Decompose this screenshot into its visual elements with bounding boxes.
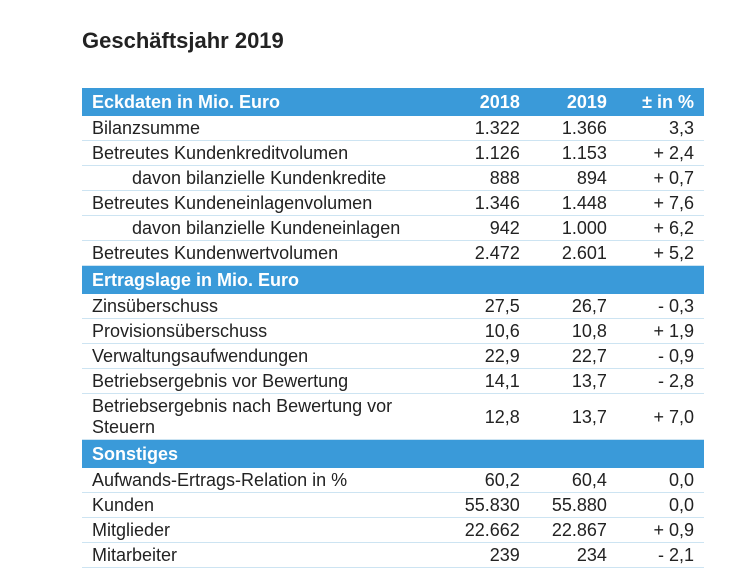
cell-2019: 2.601 bbox=[530, 241, 617, 266]
cell-2019: 1.448 bbox=[530, 191, 617, 216]
cell-pct: + 2,4 bbox=[617, 141, 704, 166]
header-2018: 2018 bbox=[443, 88, 530, 116]
cell-2018: 239 bbox=[443, 543, 530, 568]
cell-2018: 1.322 bbox=[443, 116, 530, 141]
table-row: Kunden 55.830 55.880 0,0 bbox=[82, 493, 704, 518]
cell-pct: - 2,1 bbox=[617, 543, 704, 568]
table-row: Betreutes Kundenwertvolumen 2.472 2.601 … bbox=[82, 241, 704, 266]
cell-pct: + 7,6 bbox=[617, 191, 704, 216]
cell-2019: 55.880 bbox=[530, 493, 617, 518]
cell-2019: 10,8 bbox=[530, 319, 617, 344]
cell-2019: 894 bbox=[530, 166, 617, 191]
cell-label: Betriebsergebnis nach Bewertung vor Steu… bbox=[82, 394, 443, 440]
cell-pct: - 2,8 bbox=[617, 369, 704, 394]
cell-2019: 13,7 bbox=[530, 369, 617, 394]
header-label: Ertragslage in Mio. Euro bbox=[82, 266, 704, 295]
table-row: Zinsüberschuss 27,5 26,7 - 0,3 bbox=[82, 294, 704, 319]
cell-2018: 22,9 bbox=[443, 344, 530, 369]
section-header-ertragslage: Ertragslage in Mio. Euro bbox=[82, 266, 704, 295]
financial-table: Eckdaten in Mio. Euro 2018 2019 ± in % B… bbox=[82, 88, 704, 568]
cell-label: Zinsüberschuss bbox=[82, 294, 443, 319]
section-header-sonstiges: Sonstiges bbox=[82, 440, 704, 469]
cell-2019: 26,7 bbox=[530, 294, 617, 319]
cell-2018: 60,2 bbox=[443, 468, 530, 493]
cell-label: Betriebsergebnis vor Bewertung bbox=[82, 369, 443, 394]
table-row: Verwaltungsaufwendungen 22,9 22,7 - 0,9 bbox=[82, 344, 704, 369]
cell-label: Betreutes Kundeneinlagenvolumen bbox=[82, 191, 443, 216]
cell-2018: 888 bbox=[443, 166, 530, 191]
cell-2018: 2.472 bbox=[443, 241, 530, 266]
cell-2019: 22,7 bbox=[530, 344, 617, 369]
cell-pct: + 5,2 bbox=[617, 241, 704, 266]
cell-2018: 27,5 bbox=[443, 294, 530, 319]
cell-label: Betreutes Kundenwertvolumen bbox=[82, 241, 443, 266]
cell-2018: 22.662 bbox=[443, 518, 530, 543]
table-row: Mitarbeiter 239 234 - 2,1 bbox=[82, 543, 704, 568]
cell-label: Aufwands-Ertrags-Relation in % bbox=[82, 468, 443, 493]
cell-label: Bilanzsumme bbox=[82, 116, 443, 141]
cell-pct: + 0,9 bbox=[617, 518, 704, 543]
cell-2018: 1.126 bbox=[443, 141, 530, 166]
table-row: Betreutes Kundeneinlagenvolumen 1.346 1.… bbox=[82, 191, 704, 216]
cell-pct: - 0,3 bbox=[617, 294, 704, 319]
cell-label: Verwaltungsaufwendungen bbox=[82, 344, 443, 369]
cell-2018: 942 bbox=[443, 216, 530, 241]
cell-label: Kunden bbox=[82, 493, 443, 518]
cell-pct: + 0,7 bbox=[617, 166, 704, 191]
table-row: Bilanzsumme 1.322 1.366 3,3 bbox=[82, 116, 704, 141]
header-label: Sonstiges bbox=[82, 440, 704, 469]
cell-label: Betreutes Kundenkreditvolumen bbox=[82, 141, 443, 166]
table-row: Betriebsergebnis vor Bewertung 14,1 13,7… bbox=[82, 369, 704, 394]
cell-2019: 22.867 bbox=[530, 518, 617, 543]
header-label: Eckdaten in Mio. Euro bbox=[82, 88, 443, 116]
cell-pct: 0,0 bbox=[617, 468, 704, 493]
cell-2019: 1.000 bbox=[530, 216, 617, 241]
cell-2019: 13,7 bbox=[530, 394, 617, 440]
cell-pct: + 1,9 bbox=[617, 319, 704, 344]
cell-label: davon bilanzielle Kundenkredite bbox=[82, 166, 443, 191]
table-row: Aufwands-Ertrags-Relation in % 60,2 60,4… bbox=[82, 468, 704, 493]
page-title: Geschäftsjahr 2019 bbox=[82, 28, 704, 54]
table-row: Betreutes Kundenkreditvolumen 1.126 1.15… bbox=[82, 141, 704, 166]
cell-pct: - 0,9 bbox=[617, 344, 704, 369]
table-row: davon bilanzielle Kundeneinlagen 942 1.0… bbox=[82, 216, 704, 241]
cell-label: Mitglieder bbox=[82, 518, 443, 543]
cell-2018: 14,1 bbox=[443, 369, 530, 394]
cell-pct: 3,3 bbox=[617, 116, 704, 141]
cell-pct: + 6,2 bbox=[617, 216, 704, 241]
table-row: Mitglieder 22.662 22.867 + 0,9 bbox=[82, 518, 704, 543]
cell-label: davon bilanzielle Kundeneinlagen bbox=[82, 216, 443, 241]
header-2019: 2019 bbox=[530, 88, 617, 116]
cell-2018: 1.346 bbox=[443, 191, 530, 216]
section-header-eckdaten: Eckdaten in Mio. Euro 2018 2019 ± in % bbox=[82, 88, 704, 116]
cell-pct: + 7,0 bbox=[617, 394, 704, 440]
cell-2018: 12,8 bbox=[443, 394, 530, 440]
cell-2018: 55.830 bbox=[443, 493, 530, 518]
cell-label: Provisionsüberschuss bbox=[82, 319, 443, 344]
table-row: Betriebsergebnis nach Bewertung vor Steu… bbox=[82, 394, 704, 440]
cell-label: Mitarbeiter bbox=[82, 543, 443, 568]
header-pct: ± in % bbox=[617, 88, 704, 116]
table-row: davon bilanzielle Kundenkredite 888 894 … bbox=[82, 166, 704, 191]
cell-pct: 0,0 bbox=[617, 493, 704, 518]
cell-2019: 1.153 bbox=[530, 141, 617, 166]
cell-2019: 1.366 bbox=[530, 116, 617, 141]
table-row: Provisionsüberschuss 10,6 10,8 + 1,9 bbox=[82, 319, 704, 344]
cell-2019: 234 bbox=[530, 543, 617, 568]
cell-2018: 10,6 bbox=[443, 319, 530, 344]
cell-2019: 60,4 bbox=[530, 468, 617, 493]
